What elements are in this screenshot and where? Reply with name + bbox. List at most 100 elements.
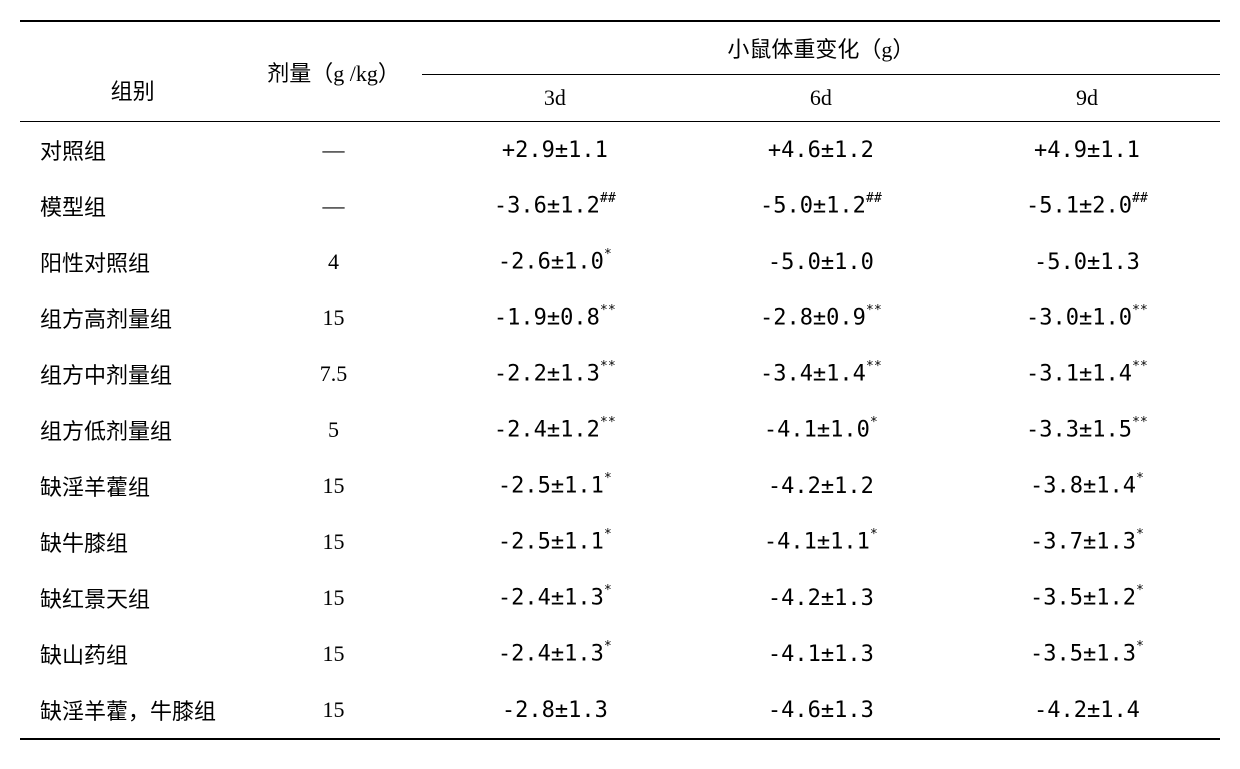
superscript-marker: *: [1136, 527, 1144, 542]
superscript-marker: **: [866, 359, 882, 374]
superscript-marker: *: [870, 527, 878, 542]
cell-d9: -5.0±1.3: [954, 234, 1220, 290]
table-row: 缺山药组15-2.4±1.3*-4.1±1.3-3.5±1.3*: [20, 626, 1220, 682]
cell-group: 缺红景天组: [20, 570, 245, 626]
value-text: -4.1±1.3: [768, 642, 874, 667]
cell-group: 缺牛膝组: [20, 514, 245, 570]
cell-d6: +4.6±1.2: [688, 122, 954, 179]
superscript-marker: *: [604, 639, 612, 654]
weight-change-table: 组别 剂量（g /kg） 小鼠体重变化（g） 3d 6d 9d 对照组—+2.9…: [20, 20, 1220, 740]
cell-d9: -3.7±1.3*: [954, 514, 1220, 570]
value-text: -2.4±1.2: [494, 418, 600, 443]
cell-d3: +2.9±1.1: [422, 122, 688, 179]
cell-d6: -2.8±0.9**: [688, 290, 954, 346]
table-row: 组方中剂量组7.5-2.2±1.3**-3.4±1.4**-3.1±1.4**: [20, 346, 1220, 402]
value-text: -1.9±0.8: [494, 306, 600, 331]
cell-d3: -2.8±1.3: [422, 682, 688, 739]
cell-group: 缺淫羊藿组: [20, 458, 245, 514]
value-text: -2.8±0.9: [760, 306, 866, 331]
superscript-marker: **: [1132, 303, 1148, 318]
superscript-marker: **: [600, 359, 616, 374]
cell-d9: -4.2±1.4: [954, 682, 1220, 739]
value-text: -3.5±1.2: [1030, 586, 1136, 611]
cell-dose: —: [245, 178, 422, 234]
value-text: -4.6±1.3: [768, 698, 874, 723]
col-header-group: 组别: [20, 21, 245, 122]
superscript-marker: **: [866, 303, 882, 318]
cell-dose: —: [245, 122, 422, 179]
table-row: 阳性对照组4 -2.6±1.0* -5.0±1.0 -5.0±1.3: [20, 234, 1220, 290]
cell-d9: +4.9±1.1: [954, 122, 1220, 179]
cell-d3: -2.4±1.2**: [422, 402, 688, 458]
value-text: +4.6±1.2: [768, 138, 874, 163]
group-header-label: 组别: [111, 79, 155, 104]
cell-d6: -4.2±1.3: [688, 570, 954, 626]
cell-d3: -2.5±1.1*: [422, 514, 688, 570]
table-row: 组方低剂量组5-2.4±1.2**-4.1±1.0*-3.3±1.5**: [20, 402, 1220, 458]
sub-header-3d: 3d: [422, 75, 688, 122]
superscript-marker: *: [604, 471, 612, 486]
value-text: -3.4±1.4: [760, 362, 866, 387]
value-text: +2.9±1.1: [502, 138, 608, 163]
cell-dose: 7.5: [245, 346, 422, 402]
value-text: -4.2±1.3: [768, 586, 874, 611]
col-header-dose: 剂量（g /kg）: [245, 21, 422, 122]
cell-d6: -5.0±1.2##: [688, 178, 954, 234]
value-text: -2.6±1.0: [498, 250, 604, 275]
cell-dose: 4: [245, 234, 422, 290]
value-text: -5.0±1.2: [760, 194, 866, 219]
superscript-marker: *: [1136, 583, 1144, 598]
value-text: -3.8±1.4: [1030, 474, 1136, 499]
superscript-marker: **: [600, 303, 616, 318]
cell-d9: -5.1±2.0##: [954, 178, 1220, 234]
cell-d6: -4.1±1.3: [688, 626, 954, 682]
cell-d6: -3.4±1.4**: [688, 346, 954, 402]
superscript-marker: *: [1136, 639, 1144, 654]
value-text: -4.2±1.4: [1034, 698, 1140, 723]
cell-dose: 15: [245, 514, 422, 570]
cell-group: 缺淫羊藿，牛膝组: [20, 682, 245, 739]
value-text: -3.6±1.2: [494, 194, 600, 219]
value-text: -5.0±1.3: [1034, 250, 1140, 275]
cell-d3: -2.5±1.1*: [422, 458, 688, 514]
value-text: -3.0±1.0: [1026, 306, 1132, 331]
superscript-marker: *: [604, 527, 612, 542]
sub-header-9d: 9d: [954, 75, 1220, 122]
cell-d3: -3.6±1.2##: [422, 178, 688, 234]
superscript-marker: **: [1132, 359, 1148, 374]
cell-d3: -2.4±1.3*: [422, 570, 688, 626]
value-text: -4.1±1.0: [764, 418, 870, 443]
superscript-marker: **: [1132, 415, 1148, 430]
value-text: -2.5±1.1: [498, 530, 604, 555]
superscript-marker: *: [604, 247, 612, 262]
value-text: -2.2±1.3: [494, 362, 600, 387]
cell-d3: -2.4±1.3*: [422, 626, 688, 682]
superscript-marker: ##: [866, 191, 882, 206]
table-row: 缺红景天组15-2.4±1.3* -4.2±1.3 -3.5±1.2*: [20, 570, 1220, 626]
cell-dose: 15: [245, 458, 422, 514]
cell-group: 模型组: [20, 178, 245, 234]
value-text: -2.5±1.1: [498, 474, 604, 499]
superscript-marker: ##: [600, 191, 616, 206]
value-text: -5.0±1.0: [768, 250, 874, 275]
cell-dose: 15: [245, 570, 422, 626]
value-text: -3.1±1.4: [1026, 362, 1132, 387]
table-row: 模型组—-3.6±1.2##-5.0±1.2##-5.1±2.0##: [20, 178, 1220, 234]
cell-d3: -2.2±1.3**: [422, 346, 688, 402]
cell-d9: -3.3±1.5**: [954, 402, 1220, 458]
cell-dose: 15: [245, 626, 422, 682]
table-row: 缺淫羊藿，牛膝组15-2.8±1.3-4.6±1.3-4.2±1.4: [20, 682, 1220, 739]
cell-d6: -5.0±1.0: [688, 234, 954, 290]
cell-group: 阳性对照组: [20, 234, 245, 290]
cell-d9: -3.0±1.0**: [954, 290, 1220, 346]
value-text: -4.1±1.1: [764, 530, 870, 555]
cell-dose: 15: [245, 290, 422, 346]
value-text: -3.7±1.3: [1030, 530, 1136, 555]
cell-d6: -4.6±1.3: [688, 682, 954, 739]
col-header-weight-change: 小鼠体重变化（g）: [422, 21, 1220, 75]
value-text: -2.4±1.3: [498, 586, 604, 611]
cell-d9: -3.5±1.3*: [954, 626, 1220, 682]
value-text: +4.9±1.1: [1034, 138, 1140, 163]
cell-d9: -3.8±1.4*: [954, 458, 1220, 514]
cell-dose: 5: [245, 402, 422, 458]
